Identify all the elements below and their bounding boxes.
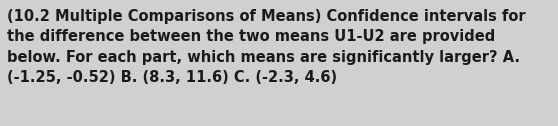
Text: (10.2 Multiple Comparisons of Means) Confidence intervals for
the difference bet: (10.2 Multiple Comparisons of Means) Con… bbox=[7, 9, 526, 85]
